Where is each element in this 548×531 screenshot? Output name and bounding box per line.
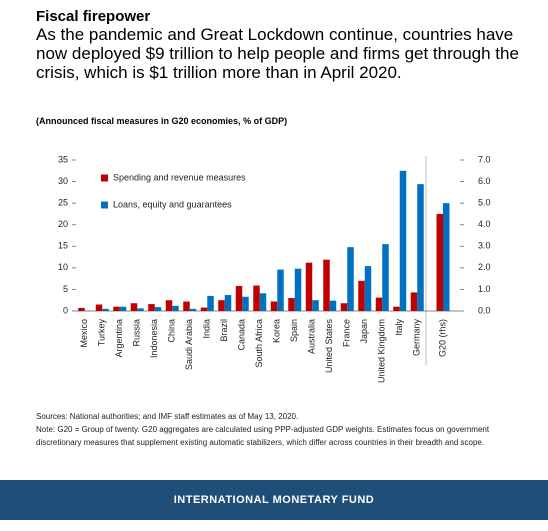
bar <box>119 306 127 311</box>
legend-swatch <box>101 174 108 182</box>
x-tick-label: Saudi Arabia <box>184 319 194 370</box>
y-tick-label: 5.0 <box>478 198 491 208</box>
bar <box>78 307 85 311</box>
bar <box>329 300 337 311</box>
footer: INTERNATIONAL MONETARY FUND <box>0 480 548 520</box>
bar <box>340 303 348 311</box>
bar <box>259 293 267 311</box>
bar <box>102 308 109 311</box>
bar <box>137 308 144 311</box>
subtitle: As the pandemic and Great Lockdown conti… <box>36 25 519 82</box>
x-tick-label: Spain <box>289 319 299 342</box>
bar <box>417 184 424 311</box>
x-tick-label: South Africa <box>254 319 264 368</box>
bar <box>165 300 173 311</box>
x-tick-label: China <box>167 319 177 343</box>
note: Note: G20 = Group of twenty. G20 aggrega… <box>36 425 490 447</box>
sources: Sources: National authorities; and IMF s… <box>36 412 299 421</box>
legend-label: Spending and revenue measures <box>113 172 246 182</box>
y-tick-label: 25 <box>58 198 68 208</box>
bar <box>154 307 162 311</box>
y-tick-label: 7.0 <box>478 154 491 164</box>
bar <box>358 280 365 311</box>
notes: Sources: National authorities; and IMF s… <box>36 410 526 449</box>
x-tick-label: Germany <box>412 319 422 357</box>
caption: (Announced fiscal measures in G20 econom… <box>36 116 288 126</box>
y-tick-label: 20 <box>58 219 68 229</box>
y-tick-label: 15 <box>58 241 68 251</box>
y-tick-label: 2.0 <box>478 262 491 272</box>
bar <box>235 285 243 311</box>
chart: 0 5 10 15 20 25 30 35 Mexico Turkey Argentina Russi… <box>58 154 491 383</box>
bar <box>312 300 319 311</box>
bar <box>323 259 330 311</box>
y-tick-label: 10 <box>58 262 68 272</box>
x-tick-label: United States <box>324 319 334 374</box>
x-tick-label: Korea <box>272 319 282 343</box>
x-tick-label: Turkey <box>97 319 107 347</box>
bar <box>95 304 103 311</box>
bar <box>364 266 372 311</box>
x-tick-label: France <box>342 319 352 347</box>
x-tick-label: India <box>202 319 212 339</box>
bar <box>288 298 295 311</box>
bar <box>294 268 302 311</box>
x-tick-label: Argentina <box>114 319 124 358</box>
x-tick-label: Brazil <box>219 319 229 342</box>
bar <box>130 303 138 311</box>
bar <box>207 295 214 311</box>
legend-swatch <box>101 201 108 209</box>
bar <box>253 285 260 311</box>
bar <box>443 203 450 311</box>
bar <box>189 308 197 311</box>
x-tick-label: Australia <box>307 319 317 354</box>
bar <box>277 269 284 311</box>
y-tick-label: 0 <box>63 305 68 315</box>
y-tick-label: 0.0 <box>478 305 491 315</box>
bar <box>242 296 249 311</box>
y-tick-label: 5 <box>63 284 68 294</box>
bar <box>305 262 313 311</box>
bar <box>172 305 179 311</box>
x-tick-label: United Kingdom <box>377 319 387 383</box>
y-tick-label: 3.0 <box>478 241 491 251</box>
x-tick-label: Russia <box>132 319 142 347</box>
bar <box>375 297 383 311</box>
legend-label: Loans, equity and guarantees <box>113 199 232 209</box>
x-tick-label: Japan <box>359 319 369 344</box>
y-tick-label: 35 <box>58 154 68 164</box>
bar <box>183 301 190 311</box>
bar <box>200 307 208 311</box>
title: Fiscal firepower <box>36 8 151 25</box>
bar <box>399 170 407 311</box>
bar <box>410 292 418 311</box>
bar <box>224 295 232 311</box>
bar <box>382 244 389 311</box>
bar <box>393 306 400 311</box>
bar <box>347 247 354 311</box>
x-tick-label: Indonesia <box>149 319 159 358</box>
x-tick-label: Mexico <box>79 319 89 348</box>
bar <box>148 304 155 311</box>
y-tick-label: 1.0 <box>478 284 491 294</box>
bar <box>436 213 443 311</box>
y-tick-label: 30 <box>58 176 68 186</box>
x-tick-label: Italy <box>394 319 404 336</box>
y-tick-label: 4.0 <box>478 219 491 229</box>
bar <box>113 306 120 311</box>
x-tick-label: Canada <box>237 319 247 351</box>
bar <box>218 300 225 311</box>
y-tick-label: 6.0 <box>478 176 491 186</box>
bar <box>270 301 278 311</box>
x-tick-label: G20 (rhs) <box>437 319 447 357</box>
